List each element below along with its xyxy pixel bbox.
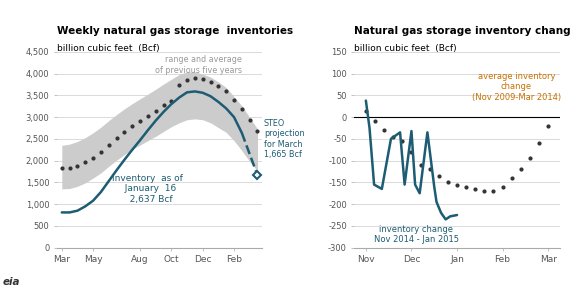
Text: average inventory
change
(Nov 2009-Mar 2014): average inventory change (Nov 2009-Mar 2… [472,72,561,102]
Text: billion cubic feet  (Bcf): billion cubic feet (Bcf) [57,44,160,53]
Text: Natural gas storage inventory changes: Natural gas storage inventory changes [355,26,571,36]
Text: range and average
of previous five years: range and average of previous five years [155,55,242,75]
Text: eia: eia [3,277,21,287]
Text: inventory  as of
  January  16
  2,637 Bcf: inventory as of January 16 2,637 Bcf [112,174,183,204]
Text: Weekly natural gas storage  inventories: Weekly natural gas storage inventories [57,26,293,36]
Text: STEO
projection
for March
1,665 Bcf: STEO projection for March 1,665 Bcf [264,119,304,159]
Text: inventory change
Nov 2014 - Jan 2015: inventory change Nov 2014 - Jan 2015 [373,225,459,244]
Text: billion cubic feet  (Bcf): billion cubic feet (Bcf) [355,44,457,53]
